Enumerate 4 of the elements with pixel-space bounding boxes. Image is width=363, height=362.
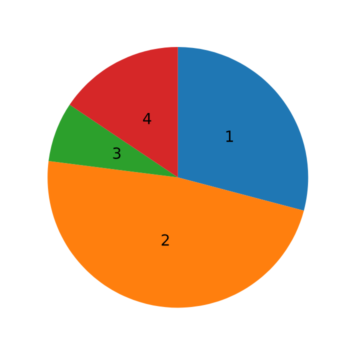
slice-label: 4: [143, 112, 152, 124]
slice-label: 2: [162, 234, 169, 246]
slice-label: 1: [226, 130, 233, 142]
slice-label: 3: [113, 147, 120, 159]
